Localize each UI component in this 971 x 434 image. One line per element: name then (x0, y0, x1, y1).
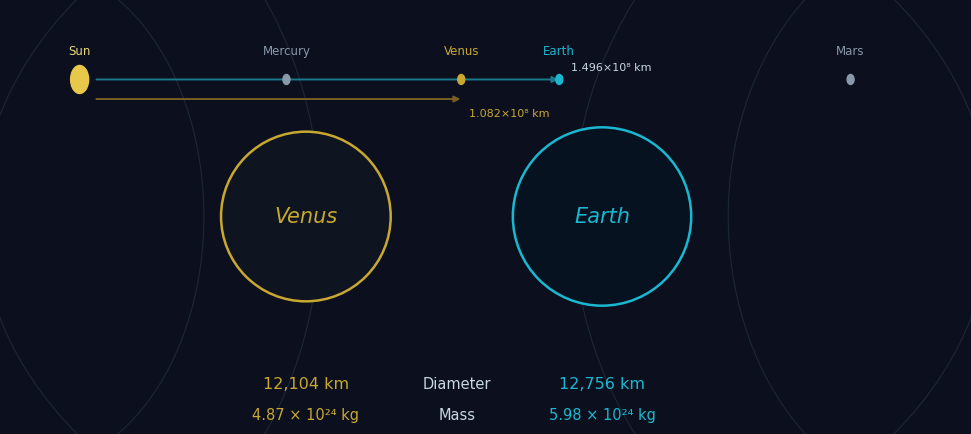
Ellipse shape (847, 76, 854, 85)
Text: 1.082×10⁸ km: 1.082×10⁸ km (469, 109, 550, 119)
Text: 5.98 × 10²⁴ kg: 5.98 × 10²⁴ kg (549, 407, 655, 422)
Text: 1.496×10⁸ km: 1.496×10⁸ km (571, 63, 652, 73)
Ellipse shape (221, 132, 390, 302)
Text: Earth: Earth (574, 207, 630, 227)
Text: Diameter: Diameter (423, 377, 491, 391)
Text: 4.87 × 10²⁴ kg: 4.87 × 10²⁴ kg (252, 407, 359, 422)
Text: 12,104 km: 12,104 km (263, 377, 349, 391)
Text: Venus: Venus (444, 46, 479, 58)
Text: Earth: Earth (544, 46, 575, 58)
Text: Mercury: Mercury (262, 46, 311, 58)
Text: Venus: Venus (274, 207, 338, 227)
Ellipse shape (71, 66, 88, 94)
Ellipse shape (457, 76, 465, 85)
Ellipse shape (283, 76, 290, 85)
Text: Sun: Sun (68, 46, 91, 58)
Text: Mass: Mass (439, 407, 476, 422)
Text: Mars: Mars (836, 46, 865, 58)
Ellipse shape (555, 76, 563, 85)
Text: 12,756 km: 12,756 km (559, 377, 645, 391)
Ellipse shape (513, 128, 691, 306)
